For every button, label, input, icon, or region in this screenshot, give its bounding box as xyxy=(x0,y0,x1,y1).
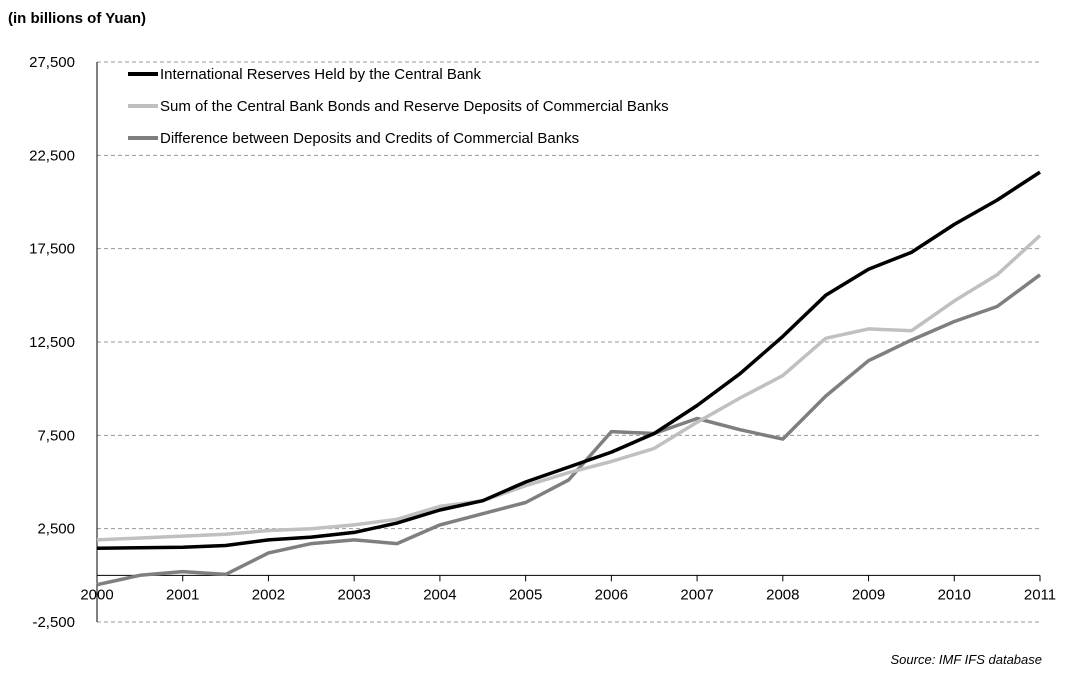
y-tick-label: 27,500 xyxy=(29,54,75,71)
x-tick-label: 2007 xyxy=(680,586,713,603)
x-tick-label: 2011 xyxy=(1024,586,1056,603)
series-line xyxy=(96,273,1042,587)
legend-label: International Reserves Held by the Centr… xyxy=(160,66,482,83)
y-tick-label: 12,500 xyxy=(29,334,75,351)
x-tick-label: 2009 xyxy=(852,586,885,603)
y-tick-label: 2,500 xyxy=(37,521,75,538)
legend-label: Difference between Deposits and Credits … xyxy=(160,130,579,147)
x-tick-label: 2006 xyxy=(595,586,628,603)
y-tick-label: 17,500 xyxy=(29,241,75,258)
x-tick-label: 2001 xyxy=(166,586,199,603)
x-tick-label: 2002 xyxy=(252,586,285,603)
unit-label: (in billions of Yuan) xyxy=(8,10,147,27)
x-tick-label: 2010 xyxy=(938,586,971,603)
y-tick-label: -2,500 xyxy=(32,614,75,631)
series-line xyxy=(96,170,1041,551)
x-tick-label: 2003 xyxy=(337,586,370,603)
x-tick-label: 2005 xyxy=(509,586,542,603)
source-note: Source: IMF IFS database xyxy=(890,652,1043,667)
x-tick-label: 2004 xyxy=(423,586,456,603)
series-line xyxy=(96,234,1042,542)
y-tick-label: 22,500 xyxy=(29,147,75,164)
y-tick-label: 7,500 xyxy=(37,427,75,444)
x-tick-label: 2000 xyxy=(80,586,113,603)
legend-label: Sum of the Central Bank Bonds and Reserv… xyxy=(160,98,669,115)
x-tick-label: 2008 xyxy=(766,586,799,603)
